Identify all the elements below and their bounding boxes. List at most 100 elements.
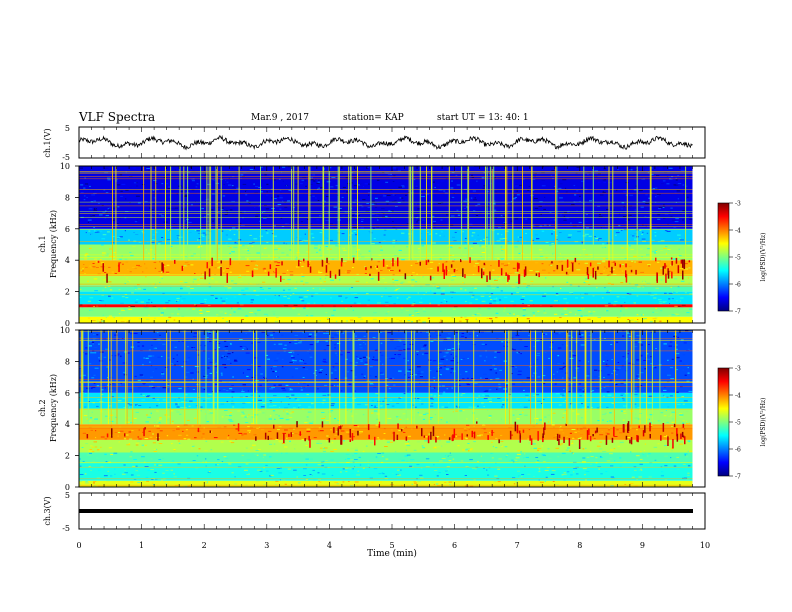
spectrogram-speckle [366, 203, 369, 204]
spectrogram-speckle [161, 376, 164, 378]
spectrogram-speckle [670, 194, 672, 196]
spectrogram-speckle [205, 192, 210, 194]
spectrogram-speckle [491, 382, 494, 384]
spectrogram-speckle [621, 264, 624, 265]
spectrogram-speckle [205, 440, 208, 442]
spectrogram-speckle [544, 481, 546, 482]
spectrogram-speckle [220, 177, 224, 179]
spectrogram-speckle [685, 456, 689, 458]
spectrogram-speckle [440, 219, 443, 221]
spectrogram-speckle [499, 441, 504, 443]
spectrogram-speckle [633, 255, 637, 257]
spectrogram-speckle [309, 422, 313, 424]
spectrogram-speckle [255, 264, 257, 266]
spectrogram-speckle [676, 456, 680, 458]
spectrogram-speckle [552, 481, 555, 482]
spectrogram-speckle [156, 428, 160, 430]
spectrogram-speckle [282, 305, 287, 307]
spectrogram-speckle [597, 466, 602, 468]
spectrogram-speckle [162, 387, 167, 389]
spectrogram-speckle [190, 249, 192, 251]
spectrogram-speckle [603, 387, 606, 389]
spectrogram-speckle [598, 238, 602, 240]
spectrogram-speckle [473, 425, 475, 427]
spectrogram-speckle [204, 302, 206, 304]
spectrogram-speckle [608, 182, 612, 184]
spectrogram-speckle [634, 390, 637, 392]
spectrogram-speckle [490, 319, 493, 321]
spectrogram-speckle [677, 403, 681, 405]
spectrogram-speckle [148, 299, 151, 301]
spectrogram-speckle [128, 438, 133, 440]
spectrogram-speckle [95, 437, 97, 439]
spectrogram-speckle [110, 420, 114, 422]
spectrogram-speckle [334, 344, 337, 346]
spectrogram-speckle [329, 384, 334, 386]
spectrogram-speckle [195, 405, 199, 407]
spectrogram-speckle [377, 302, 381, 304]
spectrogram-speckle [533, 198, 538, 199]
spectrogram-speckle [451, 260, 455, 262]
spectrogram-speckle [419, 404, 422, 406]
spectrogram-speckle [95, 261, 98, 263]
spectrogram-speckle [605, 432, 609, 434]
spectrogram-speckle [349, 319, 354, 321]
spectrogram-speckle [648, 418, 650, 420]
spectrogram-speckle [351, 409, 354, 411]
spectrogram-line [79, 205, 693, 207]
spectrogram-speckle [322, 277, 326, 279]
spectrogram-speckle [408, 314, 412, 316]
spectrogram-speckle [441, 290, 445, 292]
spectrogram-speckle [667, 416, 672, 418]
spectrogram-speckle [319, 257, 321, 259]
spectrogram-speckle [433, 220, 436, 222]
spectrogram-speckle [563, 443, 565, 445]
spectrogram-speckle [263, 313, 268, 315]
spectrogram-speckle [668, 345, 673, 347]
spectrogram-speckle [491, 288, 495, 289]
spectrogram-speckle [323, 467, 325, 469]
spectrogram-speckle [190, 215, 195, 217]
spectrogram-sferic [505, 166, 506, 261]
spectrogram-speckle [105, 217, 108, 219]
spectrogram-speckle [244, 416, 247, 418]
y-tick-label: 8 [65, 193, 70, 202]
spectrogram-speckle [386, 203, 389, 205]
spectrogram-speckle [288, 388, 292, 390]
spectrogram-speckle [560, 393, 564, 395]
spectrogram-speckle [120, 382, 122, 384]
spectrogram-speckle [197, 248, 200, 250]
spectrogram-speckle [515, 366, 517, 368]
spectrogram-speckle [322, 402, 324, 404]
spectrogram-speckle [289, 249, 292, 251]
spectrogram-speckle [639, 190, 643, 192]
spectrogram-speckle [494, 279, 496, 280]
spectrogram-speckle [204, 298, 207, 300]
spectrogram-speckle [602, 190, 604, 192]
spectrogram-speckle [313, 180, 316, 182]
spectrogram-speckle [209, 372, 212, 374]
spectrogram-speckle [284, 407, 289, 409]
spectrogram-speckle [384, 287, 387, 289]
spectrogram-speckle [477, 435, 481, 437]
spectrogram-speckle [161, 356, 163, 357]
spectrogram-speckle [420, 342, 424, 344]
spectrogram-speckle [677, 256, 679, 258]
spectrogram-speckle [418, 319, 421, 321]
spectrogram-speckle [527, 305, 530, 307]
spectrogram-speckle [676, 190, 681, 192]
spectrogram-speckle [411, 483, 413, 485]
spectrogram-speckle [194, 305, 198, 307]
spectrogram-speckle [274, 299, 276, 301]
spectrogram-speckle [604, 305, 609, 307]
spectrogram-speckle [107, 231, 110, 233]
spectrogram-speckle [93, 385, 98, 387]
spectrogram-speckle [101, 262, 104, 264]
spectrogram-speckle [127, 257, 130, 259]
spectrogram-speckle [597, 239, 600, 241]
spectrogram-speckle [129, 456, 133, 458]
spectrogram-speckle [314, 247, 318, 249]
spectrogram-speckle [562, 179, 567, 181]
spectrogram-speckle [671, 358, 674, 360]
spectrogram-speckle [273, 249, 278, 251]
